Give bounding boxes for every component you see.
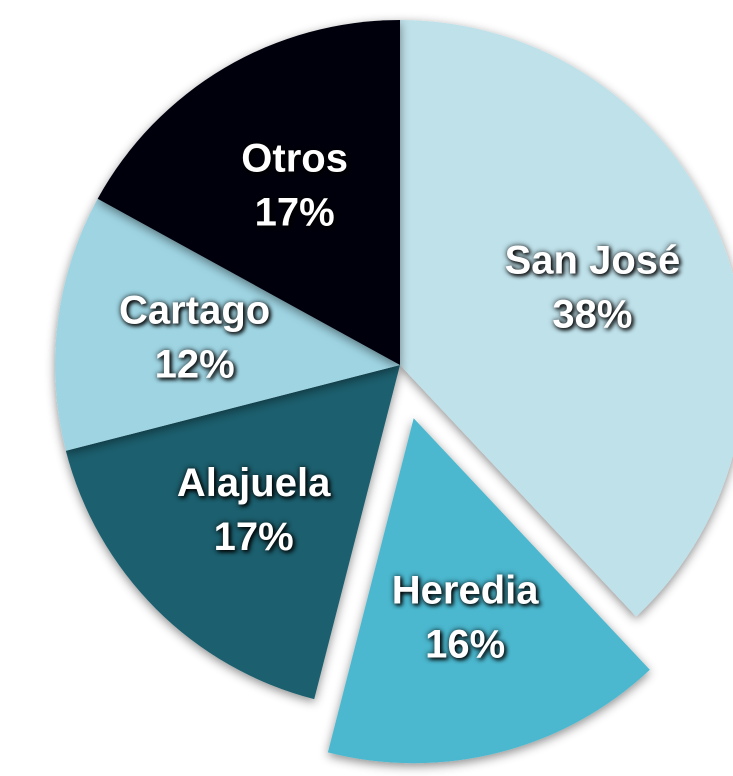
slice-value-label: 16% (425, 622, 505, 666)
pie (55, 20, 733, 764)
pie-slice (65, 365, 400, 700)
slice-label: Cartago (119, 289, 270, 333)
pie-slice (400, 20, 733, 617)
slice-value-label: 38% (552, 292, 632, 336)
slice-value-label: 17% (214, 515, 294, 559)
slice-label: Alajuela (177, 461, 331, 505)
slice-value-label: 17% (255, 190, 335, 234)
labels: San José 38% Heredia 16% Alajuela 17% Cartago 1… (119, 136, 680, 666)
slice-label: San José (505, 238, 681, 282)
slice-label: Heredia (392, 568, 539, 612)
pie-slice (55, 198, 401, 451)
slice-label: Otros (241, 136, 348, 180)
pie-slice (97, 20, 400, 365)
pie-slice (327, 418, 650, 764)
slice-value-label: 12% (155, 343, 235, 387)
